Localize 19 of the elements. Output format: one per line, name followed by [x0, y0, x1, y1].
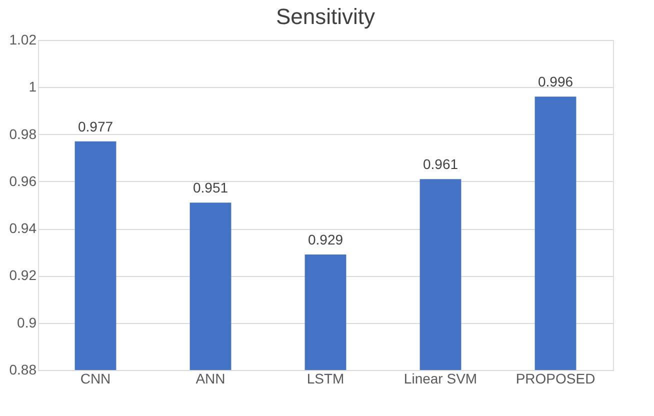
data-label: 0.951 [192, 180, 228, 196]
y-tick-label: 0.92 [9, 267, 37, 284]
chart-title: Sensitivity [276, 4, 376, 29]
x-tick-label: PROPOSED [516, 370, 596, 386]
y-tick-label: 0.88 [9, 362, 37, 378]
x-tick-label: ANN [196, 370, 226, 386]
x-tick-label: LSTM [306, 370, 344, 386]
data-label: 0.996 [538, 74, 574, 90]
y-tick-label: 0.94 [9, 220, 37, 236]
data-label: 0.977 [78, 118, 114, 134]
y-tick-label: 0.9 [17, 314, 37, 330]
x-tick-label: CNN [80, 370, 111, 386]
y-tick-label: 0.96 [9, 172, 37, 189]
y-tick-label: 1 [28, 78, 37, 95]
y-tick-label: 0.98 [9, 126, 37, 142]
x-tick-label: Linear SVM [404, 370, 478, 386]
y-tick-label: 1.02 [9, 32, 37, 48]
data-label: 0.961 [422, 156, 458, 172]
data-label: 0.929 [308, 232, 344, 248]
